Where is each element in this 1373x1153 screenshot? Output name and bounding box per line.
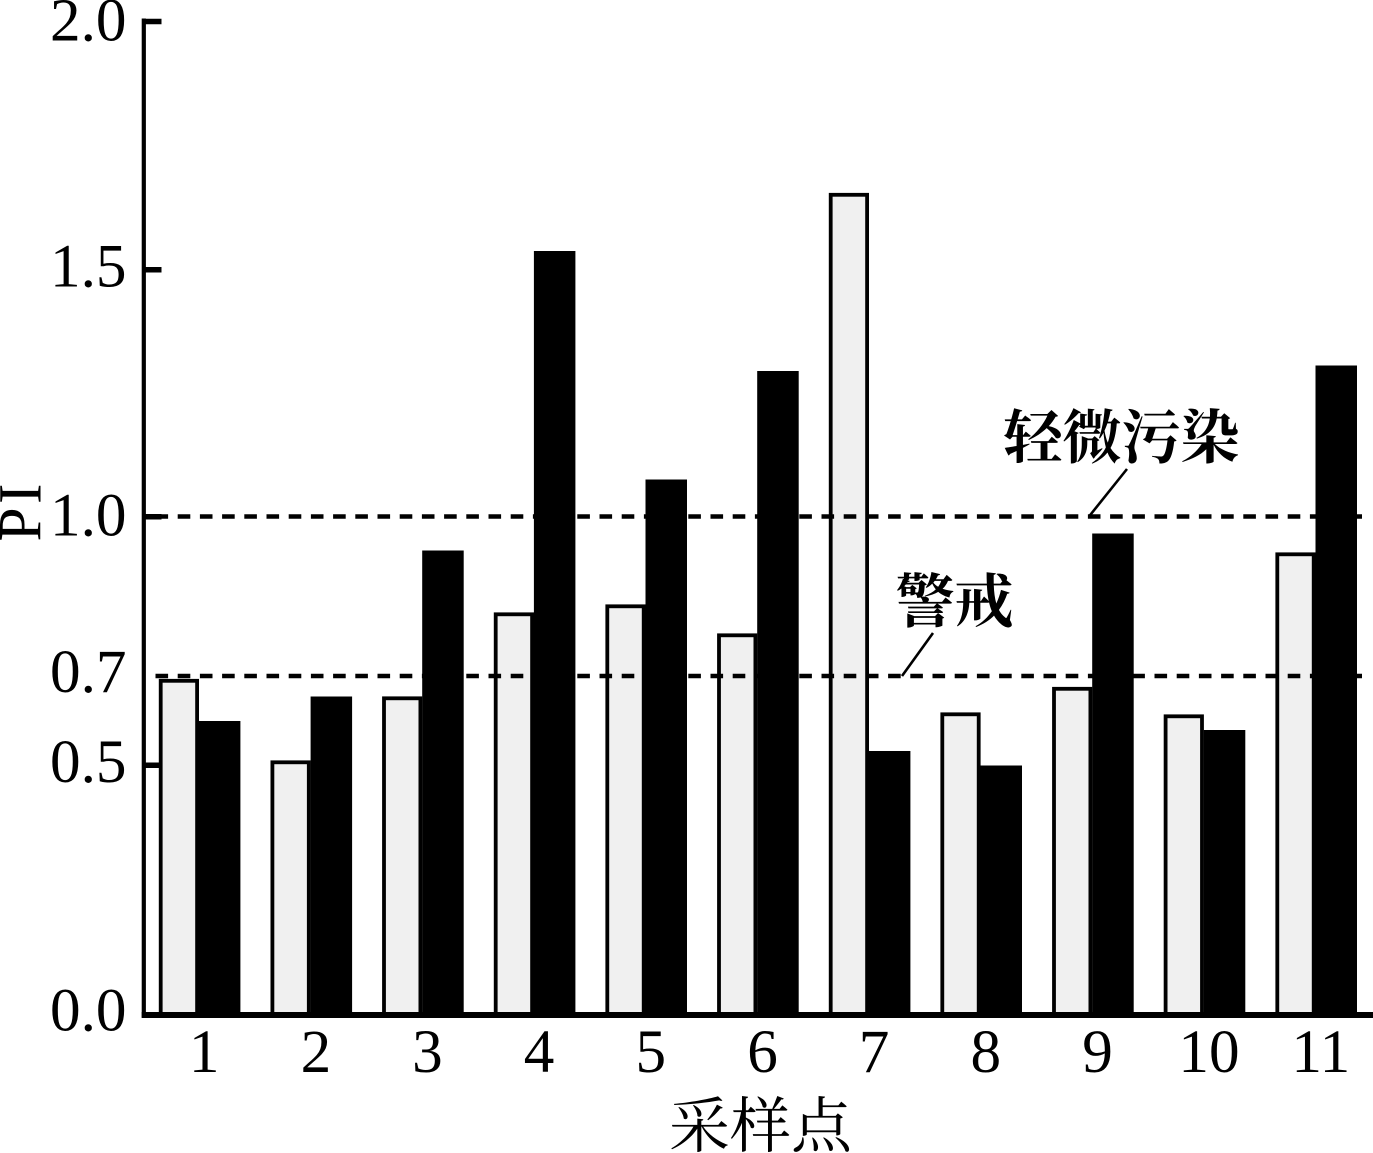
- svg-text:1.0: 1.0: [50, 482, 126, 550]
- svg-text:10: 10: [1178, 1018, 1239, 1086]
- svg-text:2.0: 2.0: [50, 0, 126, 54]
- svg-text:0.5: 0.5: [50, 728, 126, 796]
- svg-text:6: 6: [747, 1018, 778, 1086]
- svg-text:8: 8: [971, 1018, 1002, 1086]
- svg-text:PI: PI: [0, 480, 55, 541]
- svg-text:3: 3: [412, 1018, 443, 1086]
- svg-text:5: 5: [636, 1018, 667, 1086]
- svg-text:4: 4: [524, 1018, 555, 1086]
- svg-text:1: 1: [189, 1018, 220, 1086]
- svg-text:11: 11: [1291, 1018, 1350, 1086]
- svg-text:0.7: 0.7: [50, 638, 126, 706]
- svg-text:1.5: 1.5: [50, 233, 126, 301]
- svg-text:2: 2: [301, 1018, 332, 1086]
- svg-text:7: 7: [859, 1018, 890, 1086]
- svg-text:9: 9: [1082, 1018, 1113, 1086]
- svg-text:0.0: 0.0: [50, 976, 126, 1044]
